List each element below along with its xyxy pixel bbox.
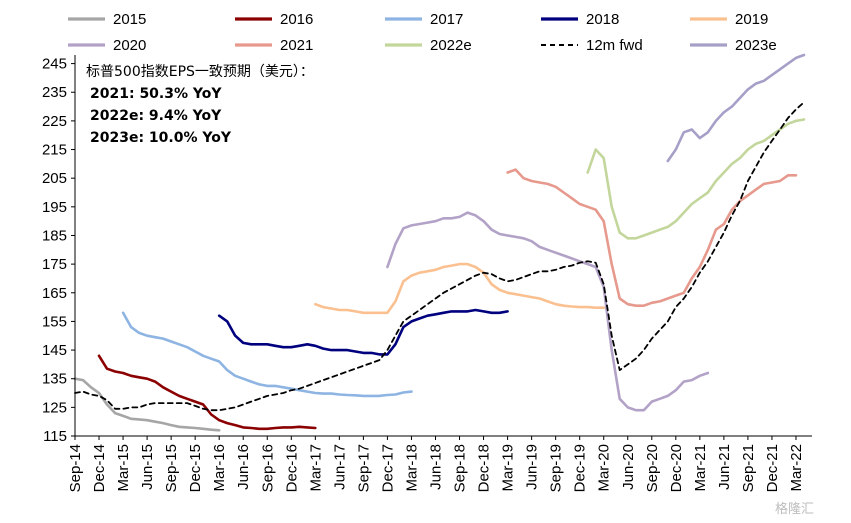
legend-label: 2020	[113, 37, 146, 54]
series-line-2018	[217, 308, 509, 356]
y-tick-label: 165	[42, 285, 67, 302]
legend-label: 2021	[280, 37, 313, 54]
x-tick-label: Dec-15	[187, 444, 204, 492]
x-tick-label: Mar-18	[403, 444, 420, 492]
x-tick-label: Jun-20	[620, 444, 637, 490]
annotation-box: 标普500指数EPS一致预期（美元）： 2021: 50.3% YoY 2022…	[86, 64, 314, 146]
x-axis-ticks: Sep-14 Dec-14 Mar-15 Jun-15 Sep-15 Dec-15 Mar-…	[67, 436, 805, 492]
x-tick-label: Dec-20	[668, 444, 685, 492]
annotation-heading: 标普500指数EPS一致预期（美元）：	[86, 64, 314, 80]
legend-label: 2017	[430, 11, 463, 28]
x-tick-label: Dec-14	[91, 444, 108, 492]
y-tick-label: 145	[42, 342, 67, 359]
x-tick-label: Jun-19	[524, 444, 541, 490]
series-layer	[73, 53, 806, 432]
x-tick-label: Dec-19	[572, 444, 589, 492]
x-tick-label: Jun-17	[331, 444, 348, 490]
x-tick-label: Sep-21	[740, 444, 757, 492]
y-tick-label: 215	[42, 142, 67, 159]
legend-item-2020: 2020	[68, 37, 146, 54]
y-tick-label: 155	[42, 313, 67, 330]
plot-area: 115 125 135 145 155 165 175 185 195 205 215 225 235 2…	[42, 53, 812, 492]
legend-item-2016: 2016	[235, 11, 313, 28]
y-tick-label: 175	[42, 256, 67, 273]
legend-item-2015: 2015	[68, 11, 146, 28]
series-line-2017	[121, 311, 413, 398]
y-tick-label: 205	[42, 170, 67, 187]
watermark-logo: 格隆汇	[775, 501, 814, 517]
series-line-2021	[506, 168, 798, 307]
x-tick-label: Sep-15	[163, 444, 180, 492]
legend-label: 2023e	[735, 37, 777, 54]
x-tick-label: Sep-20	[644, 444, 661, 492]
x-tick-label: Dec-17	[379, 444, 396, 492]
y-tick-label: 125	[42, 399, 67, 416]
x-tick-label: Mar-17	[307, 444, 324, 492]
series-line-2019	[314, 262, 605, 315]
x-tick-label: Dec-18	[476, 444, 493, 492]
annotation-line-2021: 2021: 50.3% YoY	[90, 86, 222, 102]
y-tick-label: 185	[42, 227, 67, 244]
series-line-2020	[386, 211, 710, 412]
x-tick-label: Jun-18	[427, 444, 444, 490]
legend-item-2022e: 2022e	[385, 37, 472, 54]
x-tick-label: Sep-18	[452, 444, 469, 492]
y-tick-label: 235	[42, 84, 67, 101]
x-tick-label: Sep-17	[355, 444, 372, 492]
legend-label: 12m fwd	[586, 37, 643, 54]
annotation-line-2023e: 2023e: 10.0% YoY	[90, 130, 232, 146]
legend-item-2017: 2017	[385, 11, 463, 28]
x-tick-label: Mar-21	[692, 444, 709, 492]
annotation-line-2022e: 2022e: 9.4% YoY	[90, 108, 222, 124]
series-line-2015	[73, 377, 221, 432]
legend-label: 2018	[586, 11, 619, 28]
x-tick-label: Jun-15	[139, 444, 156, 490]
x-tick-label: Jun-21	[716, 444, 733, 490]
y-tick-label: 225	[42, 113, 67, 130]
legend-item-2023e: 2023e	[690, 37, 777, 54]
x-tick-label: Sep-19	[548, 444, 565, 492]
x-tick-label: Jun-16	[235, 444, 252, 490]
y-axis-ticks: 115 125 135 145 155 165 175 185 195 205 215 225 235 2…	[42, 56, 75, 445]
y-tick-label: 245	[42, 56, 67, 73]
legend-item-2018: 2018	[541, 11, 619, 28]
x-tick-label: Mar-20	[596, 444, 613, 492]
x-tick-label: Sep-16	[259, 444, 276, 492]
x-tick-label: Mar-22	[788, 444, 805, 492]
x-tick-label: Dec-16	[283, 444, 300, 492]
legend-label: 2022e	[430, 37, 472, 54]
x-tick-label: Mar-19	[500, 444, 517, 492]
series-line-2022e	[586, 118, 806, 240]
series-line-2023e	[666, 53, 806, 163]
x-tick-label: Mar-15	[115, 444, 132, 492]
y-tick-label: 115	[43, 428, 67, 445]
x-tick-label: Sep-14	[67, 444, 84, 492]
legend-item-2021: 2021	[235, 37, 313, 54]
legend-label: 2015	[113, 11, 146, 28]
legend-item-12m-fwd: 12m fwd	[541, 37, 643, 54]
legend-label: 2019	[735, 11, 768, 28]
x-tick-label: Mar-16	[211, 444, 228, 492]
chart-legend: 2015 2016 2017 2018 2019 2020 2021 2022e 12m fwd…	[68, 11, 777, 54]
y-tick-label: 195	[42, 199, 67, 216]
series-line-12m-fwd	[74, 101, 805, 412]
legend-label: 2016	[280, 11, 313, 28]
x-tick-label: Dec-21	[764, 444, 781, 492]
legend-item-2019: 2019	[690, 11, 768, 28]
y-tick-label: 135	[42, 371, 67, 388]
